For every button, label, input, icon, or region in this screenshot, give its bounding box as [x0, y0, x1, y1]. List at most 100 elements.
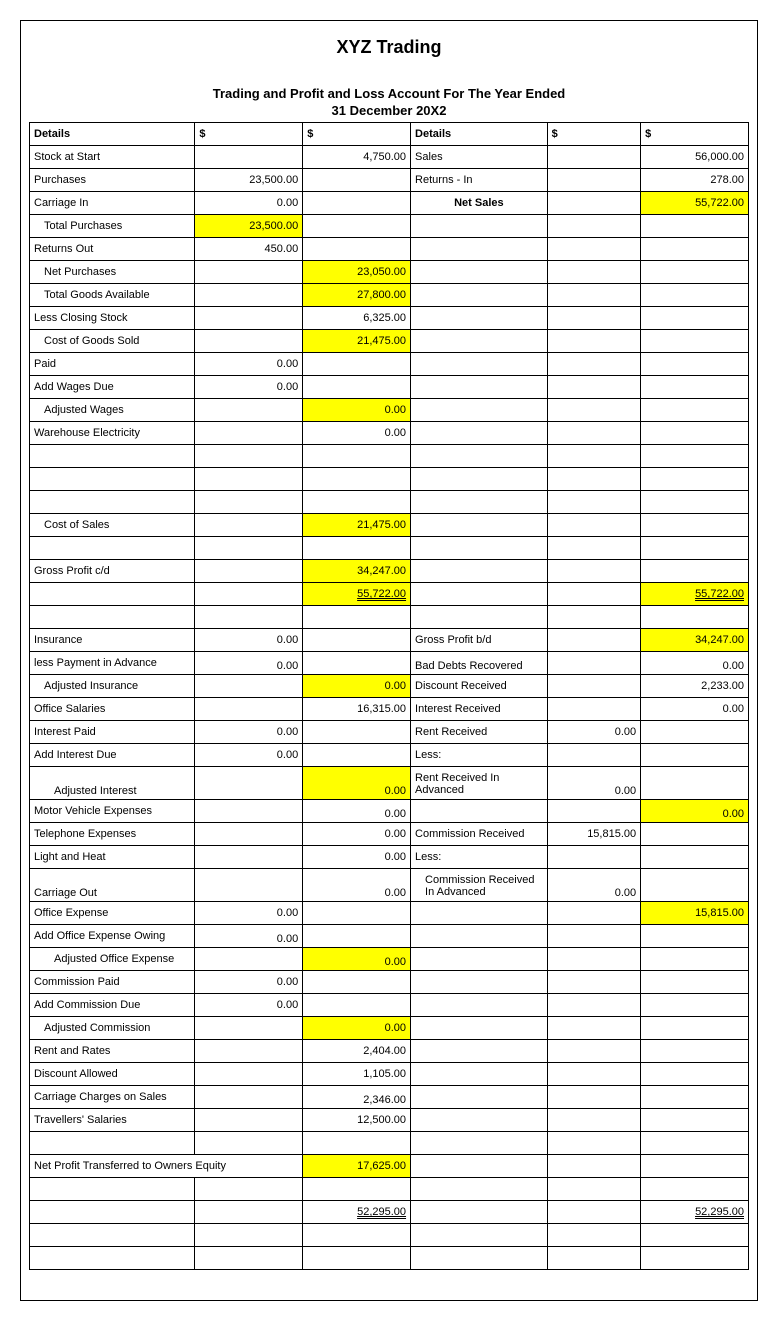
table-row: Add Office Expense Owing 0.00: [30, 925, 749, 948]
table-row: Purchases 23,500.00 Returns - In 278.00: [30, 169, 749, 192]
table-row: Commission Paid 0.00: [30, 971, 749, 994]
table-row: [30, 468, 749, 491]
discount-allowed-label: Discount Allowed: [30, 1063, 195, 1086]
telephone-expenses-label: Telephone Expenses: [30, 823, 195, 846]
right-total: 52,295.00: [641, 1201, 749, 1224]
gross-profit-cd-value: 34,247.00: [303, 560, 411, 583]
report-title: Trading and Profit and Loss Account For …: [29, 86, 749, 101]
carriage-out-value: 0.00: [303, 869, 411, 902]
gross-profit-cd-label: Gross Profit c/d: [30, 560, 195, 583]
table-row: [30, 1178, 749, 1201]
add-interest-due-value: 0.00: [195, 744, 303, 767]
add-commission-due-value: 0.00: [195, 994, 303, 1017]
returns-in-label: Returns - In: [411, 169, 548, 192]
light-and-heat-value: 0.00: [303, 846, 411, 869]
cost-of-goods-sold-label: Cost of Goods Sold: [30, 330, 195, 353]
net-purchases-label: Net Purchases: [30, 261, 195, 284]
total-purchases-label: Total Purchases: [30, 215, 195, 238]
net-profit-transferred-value: 17,625.00: [303, 1155, 411, 1178]
returns-in-value: 278.00: [641, 169, 749, 192]
returns-out-value: 450.00: [195, 238, 303, 261]
net-sales-value: 55,722.00: [641, 192, 749, 215]
returns-out-label: Returns Out: [30, 238, 195, 261]
header-details-right: Details: [411, 123, 548, 146]
add-office-expense-owing-label: Add Office Expense Owing: [30, 925, 195, 948]
table-row: Add Commission Due 0.00: [30, 994, 749, 1017]
bad-debts-recovered-value: 0.00: [641, 652, 749, 675]
commission-received-value: 15,815.00: [547, 823, 640, 846]
adjusted-wages-label: Adjusted Wages: [30, 399, 195, 422]
header-currency-3: $: [547, 123, 640, 146]
total-purchases-value: 23,500.00: [195, 215, 303, 238]
table-row: [30, 491, 749, 514]
rent-received-label: Rent Received: [411, 721, 548, 744]
stock-at-start-value: 4,750.00: [303, 146, 411, 169]
sales-value: 56,000.00: [641, 146, 749, 169]
add-wages-due-value: 0.00: [195, 376, 303, 399]
profit-loss-statement: XYZ Trading Trading and Profit and Loss …: [20, 20, 758, 1301]
table-row: Stock at Start 4,750.00 Sales 56,000.00: [30, 146, 749, 169]
less-payment-in-advance-label: less Payment in Advance: [30, 652, 195, 675]
table-row: Add Interest Due 0.00 Less:: [30, 744, 749, 767]
carriage-in-label: Carriage In: [30, 192, 195, 215]
left-subtotal1: 55,722.00: [303, 583, 411, 606]
carriage-charges-on-sales-label: Carriage Charges on Sales: [30, 1086, 195, 1109]
table-row: [30, 1224, 749, 1247]
table-row: Paid 0.00: [30, 353, 749, 376]
carriage-out-label: Carriage Out: [30, 869, 195, 902]
adjusted-interest-label: Adjusted Interest: [30, 767, 195, 800]
adjusted-insurance-value: 0.00: [303, 675, 411, 698]
paid-label: Paid: [30, 353, 195, 376]
add-wages-due-label: Add Wages Due: [30, 376, 195, 399]
table-row: Net Profit Transferred to Owners Equity …: [30, 1155, 749, 1178]
motor-vehicle-expenses-value: 0.00: [303, 800, 411, 823]
table-row: Adjusted Office Expense 0.00: [30, 948, 749, 971]
net-profit-transferred-label: Net Profit Transferred to Owners Equity: [30, 1155, 303, 1178]
table-row: Insurance 0.00 Gross Profit b/d 34,247.0…: [30, 629, 749, 652]
discount-received-value: 2,233.00: [641, 675, 749, 698]
sales-label: Sales: [411, 146, 548, 169]
table-row: [30, 1132, 749, 1155]
travellers-salaries-label: Travellers' Salaries: [30, 1109, 195, 1132]
less2-label: Less:: [411, 846, 548, 869]
company-name: XYZ Trading: [29, 37, 749, 58]
bad-debts-recovered-label: Bad Debts Recovered: [411, 652, 548, 675]
interest-paid-label: Interest Paid: [30, 721, 195, 744]
table-row: Add Wages Due 0.00: [30, 376, 749, 399]
table-row: Carriage In 0.00 Net Sales 55,722.00: [30, 192, 749, 215]
table-row: Light and Heat 0.00 Less:: [30, 846, 749, 869]
report-date: 31 December 20X2: [29, 103, 749, 118]
motor-vehicle-expenses-label: Motor Vehicle Expenses: [30, 800, 195, 823]
table-row: Gross Profit c/d 34,247.00: [30, 560, 749, 583]
table-row: [30, 537, 749, 560]
table-row: Adjusted Commission 0.00: [30, 1017, 749, 1040]
cost-of-sales-value: 21,475.00: [303, 514, 411, 537]
header-row: Details $ $ Details $ $: [30, 123, 749, 146]
header-currency-2: $: [303, 123, 411, 146]
table-row: Cost of Goods Sold 21,475.00: [30, 330, 749, 353]
light-and-heat-label: Light and Heat: [30, 846, 195, 869]
warehouse-electricity-value: 0.00: [303, 422, 411, 445]
office-salaries-label: Office Salaries: [30, 698, 195, 721]
net-purchases-value: 23,050.00: [303, 261, 411, 284]
carriage-in-value: 0.00: [195, 192, 303, 215]
add-commission-due-label: Add Commission Due: [30, 994, 195, 1017]
less-label: Less:: [411, 744, 548, 767]
stock-at-start-label: Stock at Start: [30, 146, 195, 169]
table-row: Adjusted Interest 0.00 Rent Received In …: [30, 767, 749, 800]
table-row: Travellers' Salaries 12,500.00: [30, 1109, 749, 1132]
less-closing-stock-value: 6,325.00: [303, 307, 411, 330]
insurance-value: 0.00: [195, 629, 303, 652]
gross-profit-bd-label: Gross Profit b/d: [411, 629, 548, 652]
table-row: 52,295.00 52,295.00: [30, 1201, 749, 1224]
cost-of-sales-label: Cost of Sales: [30, 514, 195, 537]
commission-paid-value: 0.00: [195, 971, 303, 994]
purchases-label: Purchases: [30, 169, 195, 192]
table-row: Cost of Sales 21,475.00: [30, 514, 749, 537]
purchases-value: 23,500.00: [195, 169, 303, 192]
less-payment-in-advance-value: 0.00: [195, 652, 303, 675]
adjusted-office-expense-label: Adjusted Office Expense: [30, 948, 195, 971]
rent-and-rates-label: Rent and Rates: [30, 1040, 195, 1063]
cost-of-goods-sold-value: 21,475.00: [303, 330, 411, 353]
table-row: Discount Allowed 1,105.00: [30, 1063, 749, 1086]
